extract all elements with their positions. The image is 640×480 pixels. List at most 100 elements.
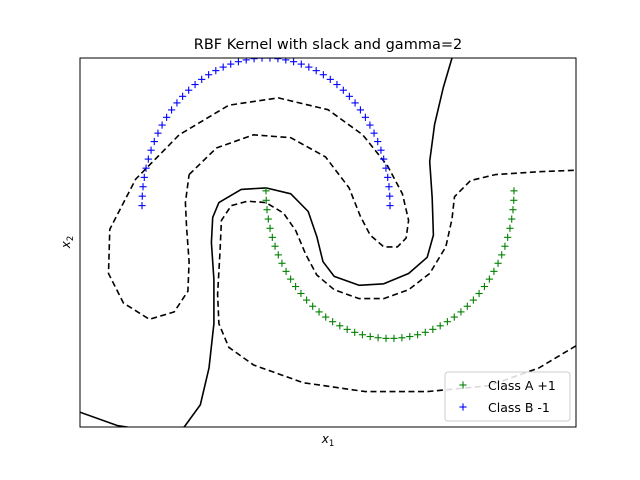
point-series-1-6 <box>377 146 385 154</box>
contour-level-1-path-0 <box>219 169 576 300</box>
point-series-1-45 <box>142 164 150 172</box>
point-series-1-46 <box>140 173 148 181</box>
point-series-1-28 <box>234 58 243 66</box>
point-series-0-29 <box>421 328 429 336</box>
point-series-1-14 <box>339 86 347 94</box>
point-series-0-45 <box>506 224 514 232</box>
point-series-0-20 <box>351 328 359 336</box>
point-series-0-19 <box>343 325 351 333</box>
x-axis-label-main: x <box>321 432 330 446</box>
point-series-0-38 <box>480 282 489 291</box>
point-series-0-42 <box>498 251 506 259</box>
point-series-1-39 <box>163 113 171 121</box>
point-series-0-34 <box>457 308 465 316</box>
point-series-1-32 <box>205 71 213 79</box>
point-series-1-44 <box>144 155 152 163</box>
point-series-0-48 <box>510 196 518 204</box>
y-axis-label-subscript: 2 <box>66 236 76 241</box>
legend-plus-class-b <box>459 403 467 411</box>
point-series-0-37 <box>475 289 483 298</box>
point-series-0-9 <box>282 267 290 275</box>
point-series-0-31 <box>436 322 444 330</box>
legend: Class A +1 Class B -1 <box>444 371 571 422</box>
point-series-1-37 <box>173 99 181 107</box>
point-series-0-1 <box>262 196 270 204</box>
y-axis-label: x2 <box>59 236 76 250</box>
point-series-0-2 <box>263 206 271 214</box>
point-series-1-10 <box>361 113 369 121</box>
point-series-1-8 <box>370 129 378 137</box>
point-series-1-11 <box>356 106 365 114</box>
point-series-1-49 <box>138 202 146 210</box>
legend-box <box>444 371 571 422</box>
point-series-0-39 <box>485 275 493 283</box>
point-series-1-38 <box>167 106 176 114</box>
point-series-0-16 <box>322 313 330 321</box>
point-series-0-7 <box>274 251 282 259</box>
point-series-0-46 <box>508 215 516 223</box>
point-series-1-20 <box>297 60 305 68</box>
point-series-1-7 <box>374 137 382 146</box>
point-series-1-2 <box>385 183 393 191</box>
point-series-0-27 <box>406 332 414 341</box>
point-series-1-9 <box>366 121 374 129</box>
point-series-0-36 <box>469 296 477 304</box>
data-points <box>138 58 518 342</box>
point-series-0-49 <box>510 187 518 195</box>
point-series-1-12 <box>351 99 359 107</box>
point-series-0-13 <box>303 296 311 304</box>
point-series-0-25 <box>390 334 398 342</box>
point-series-1-27 <box>242 58 250 64</box>
point-series-0-4 <box>266 224 274 232</box>
legend-marker-class-a <box>459 381 467 389</box>
point-series-1-21 <box>289 58 298 66</box>
legend-plus-class-a <box>459 381 467 389</box>
point-series-0-5 <box>268 233 276 241</box>
point-series-0-41 <box>494 259 502 267</box>
x-axis-label: x1 <box>321 432 335 449</box>
point-series-0-0 <box>262 187 270 195</box>
point-series-0-15 <box>315 308 323 316</box>
point-series-0-22 <box>366 332 374 341</box>
point-series-0-8 <box>278 259 286 267</box>
point-series-1-47 <box>139 183 147 191</box>
point-series-1-40 <box>158 121 166 129</box>
point-series-1-33 <box>198 75 206 83</box>
point-series-0-10 <box>287 275 295 283</box>
point-series-1-3 <box>384 173 392 181</box>
point-series-1-13 <box>345 92 353 100</box>
chart-title: RBF Kernel with slack and gamma=2 <box>194 37 462 53</box>
point-series-0-18 <box>336 322 344 330</box>
point-series-0-40 <box>490 267 498 275</box>
point-series-0-14 <box>309 302 317 310</box>
point-series-1-19 <box>305 63 313 71</box>
point-series-0-26 <box>398 334 406 342</box>
point-series-1-34 <box>191 80 199 89</box>
contour-level-0-path-0 <box>80 58 453 427</box>
point-series-0-11 <box>291 282 300 291</box>
legend-marker-class-b <box>459 403 467 411</box>
point-series-1-1 <box>386 192 394 200</box>
point-series-0-6 <box>271 242 279 250</box>
point-series-1-48 <box>138 192 146 200</box>
point-series-1-5 <box>380 155 388 163</box>
point-series-0-17 <box>329 318 337 326</box>
plot-frame <box>79 57 577 428</box>
point-series-1-43 <box>147 146 155 154</box>
point-series-0-21 <box>358 331 367 339</box>
point-series-0-28 <box>413 331 422 339</box>
point-series-1-36 <box>179 92 187 100</box>
point-series-0-24 <box>382 334 390 342</box>
x-axis-label-subscript: 1 <box>329 439 334 449</box>
plot-area <box>80 58 576 427</box>
legend-label-class-a: Class A +1 <box>488 378 556 393</box>
point-series-0-30 <box>429 325 437 333</box>
point-series-1-16 <box>326 75 334 83</box>
point-series-1-15 <box>333 80 341 89</box>
point-series-0-47 <box>509 206 517 214</box>
legend-label-class-b: Class B -1 <box>488 400 550 415</box>
point-series-1-22 <box>282 58 290 64</box>
y-axis-label-main: x <box>59 240 73 249</box>
point-series-1-30 <box>219 63 227 71</box>
